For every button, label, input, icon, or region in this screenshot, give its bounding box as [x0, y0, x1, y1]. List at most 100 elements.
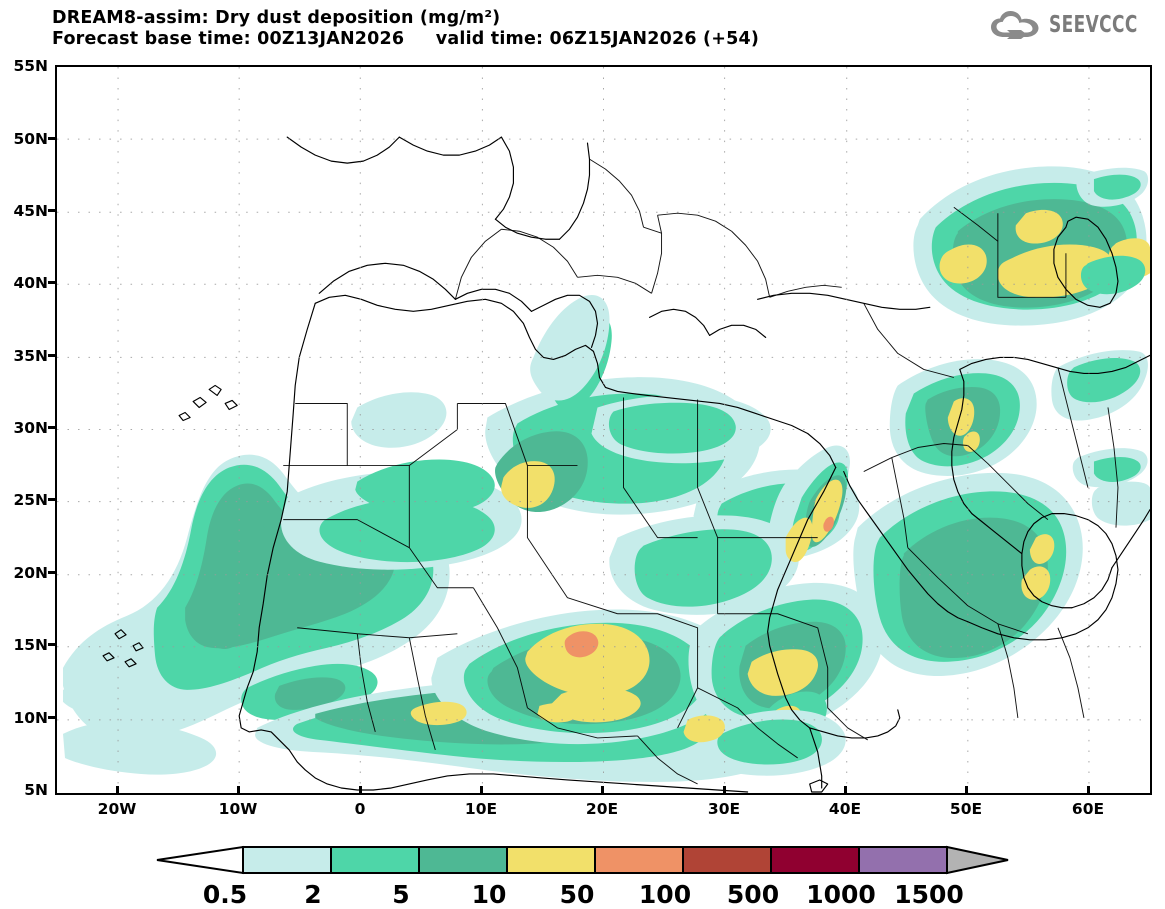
band-0.5-canary [63, 679, 154, 718]
xtick-mark [723, 786, 726, 795]
colorbar-label-8: 1500 [894, 880, 964, 909]
band-10-bodele [525, 623, 650, 696]
colorbar-label-7: 1000 [806, 880, 876, 909]
dust-deposition-map [57, 67, 1150, 793]
xtick-label-40e: 40E [828, 800, 862, 818]
colorbar-cell-2 [330, 846, 420, 874]
ytick-mark [48, 209, 57, 212]
band-10-small1 [537, 703, 579, 723]
colorbar-cell-5 [418, 846, 508, 874]
coastlines-layer [102, 136, 1150, 793]
band-10-sudan [747, 649, 819, 696]
band-0.5-tunisia [530, 295, 610, 401]
colorbar-cell-100 [682, 846, 772, 874]
band-10-iraq [947, 398, 975, 436]
xtick-mark [480, 786, 483, 795]
colorbar-cell-500 [770, 846, 860, 874]
band-10-aral2 [1015, 209, 1063, 244]
xtick-label-0: 0 [354, 800, 366, 818]
band-50-core [564, 631, 599, 658]
band-10-casp-w [939, 244, 987, 284]
concentration-field [63, 166, 1150, 782]
colorbar-cell-1000 [858, 846, 948, 874]
country-borders-layer [283, 158, 1119, 785]
colorbar-label-5: 100 [638, 880, 692, 909]
colorbar-cell-10 [506, 846, 596, 874]
xtick-label-50e: 50E [949, 800, 983, 818]
band-2-niger [355, 459, 495, 514]
band-2-medsea [608, 402, 736, 454]
ytick-mark [48, 354, 57, 357]
xtick-mark [1087, 786, 1090, 795]
ytick-label-20n: 20N [13, 564, 48, 582]
colorbar-over-arrow [946, 845, 1009, 875]
title-line-1: DREAM8-assim: Dry dust deposition (mg/m²… [52, 8, 501, 28]
colorbar-label-3: 10 [471, 880, 507, 909]
colorbar-swatches [156, 845, 1009, 875]
xtick-mark [844, 786, 847, 795]
ytick-mark [48, 137, 57, 140]
band-10-redsea [811, 479, 843, 543]
xtick-mark [237, 786, 240, 795]
cloud-icon [990, 11, 1039, 39]
colorbar-label-2: 5 [392, 880, 410, 909]
ytick-mark [48, 716, 57, 719]
ytick-label-55n: 55N [13, 57, 48, 75]
ytick-mark [48, 498, 57, 501]
ytick-label-15n: 15N [13, 636, 48, 654]
ytick-label-45n: 45N [13, 202, 48, 220]
title-line-2: Forecast base time: 00Z13JAN2026 valid t… [52, 29, 760, 49]
title-block: DREAM8-assim: Dry dust deposition (mg/m²… [52, 8, 759, 50]
band-10-gulf1 [1029, 534, 1055, 564]
xtick-mark [965, 786, 968, 795]
colorbar-cell-0.5 [242, 846, 332, 874]
colorbar-label-0: 0.5 [202, 880, 248, 909]
xtick-label-20w: 20W [97, 800, 137, 818]
seevccc-logo: SEEVCCC [990, 10, 1157, 40]
xtick-mark [359, 786, 362, 795]
ytick-label-25n: 25N [13, 491, 48, 509]
ytick-label-35n: 35N [13, 347, 48, 365]
band-0.5-oman [1091, 481, 1150, 526]
ytick-mark [48, 281, 57, 284]
map-plot-area [55, 65, 1152, 795]
ytick-label-5n: 5N [24, 781, 48, 799]
band-2-libya2 [634, 529, 772, 607]
colorbar-label-1: 2 [304, 880, 322, 909]
band-10-niger [410, 701, 467, 726]
ytick-label-50n: 50N [13, 130, 48, 148]
band-5-core [208, 523, 277, 650]
band-10-ethiopia [683, 715, 725, 743]
grid-overlay [57, 67, 1150, 793]
band-10-algeria [501, 461, 555, 508]
xtick-label-10e: 10E [464, 800, 498, 818]
band-0.5-atl-s [63, 721, 217, 775]
band-10-gulf2 [1021, 566, 1051, 600]
logo-text: SEEVCCC [1048, 12, 1138, 38]
ytick-mark [48, 643, 57, 646]
xtick-label-30e: 30E [707, 800, 741, 818]
colorbar-legend: 0.5 2 5 10 50 100 500 1000 1500 [0, 840, 1165, 909]
xtick-mark [601, 786, 604, 795]
band-2-iran2 [1093, 457, 1141, 483]
xtick-label-20e: 20E [585, 800, 619, 818]
colorbar-under-arrow [156, 845, 244, 875]
band-5-arabia [899, 517, 1048, 659]
band-2-kazakh [1093, 174, 1141, 200]
ytick-mark [48, 571, 57, 574]
band-10-iraq2 [963, 431, 980, 452]
xtick-label-10w: 10W [218, 800, 258, 818]
ytick-label-40n: 40N [13, 274, 48, 292]
band-5-senegal [274, 677, 346, 710]
band-0.5-morocco [351, 392, 447, 448]
colorbar-label-6: 500 [726, 880, 780, 909]
ytick-label-30n: 30N [13, 419, 48, 437]
xtick-label-60e: 60E [1071, 800, 1105, 818]
xtick-mark [116, 786, 119, 795]
ytick-label-10n: 10N [13, 709, 48, 727]
band-50-redsea [823, 516, 834, 532]
ytick-mark [48, 426, 57, 429]
band-2-horn [717, 719, 822, 765]
colorbar-label-4: 50 [559, 880, 595, 909]
band-2-mauritania [319, 497, 495, 563]
